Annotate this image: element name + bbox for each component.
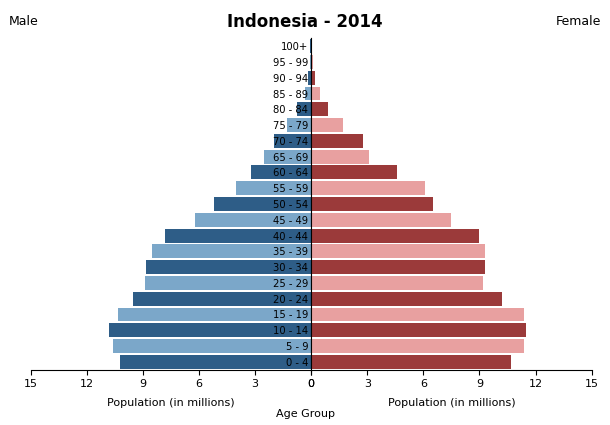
Bar (145, 276, 311, 290)
Bar (311, 134, 364, 148)
Text: Male: Male (9, 15, 39, 28)
Bar (287, 118, 311, 132)
Bar (165, 229, 311, 243)
Bar (152, 244, 311, 258)
Bar (311, 55, 313, 69)
Bar (311, 355, 511, 369)
Bar (310, 39, 311, 53)
X-axis label: Population (in millions): Population (in millions) (107, 398, 235, 408)
Bar (311, 323, 526, 337)
Bar (214, 197, 311, 211)
Bar (311, 213, 451, 227)
Bar (311, 244, 485, 258)
Bar (311, 229, 479, 243)
Bar (236, 181, 311, 195)
Bar (297, 102, 311, 116)
Bar (251, 165, 311, 179)
Bar (311, 181, 425, 195)
Bar (311, 260, 485, 274)
Text: Female: Female (556, 15, 601, 28)
X-axis label: Population (in millions): Population (in millions) (387, 398, 515, 408)
Bar (120, 355, 311, 369)
Text: Age Group: Age Group (276, 408, 334, 419)
Bar (311, 87, 320, 100)
Bar (311, 276, 483, 290)
Bar (310, 55, 311, 69)
Bar (311, 102, 328, 116)
Text: Indonesia - 2014: Indonesia - 2014 (227, 13, 383, 31)
Bar (134, 292, 311, 306)
Bar (264, 150, 311, 164)
Bar (311, 292, 502, 306)
Bar (113, 339, 311, 353)
Bar (311, 308, 525, 321)
Bar (118, 308, 311, 321)
Bar (311, 118, 343, 132)
Bar (311, 165, 397, 179)
Bar (195, 213, 311, 227)
Bar (146, 260, 311, 274)
Bar (311, 150, 369, 164)
Bar (311, 39, 312, 53)
Bar (274, 134, 311, 148)
Bar (308, 71, 311, 85)
Bar (304, 87, 311, 100)
Bar (311, 197, 432, 211)
Bar (311, 339, 525, 353)
Bar (109, 323, 311, 337)
Bar (311, 71, 315, 85)
